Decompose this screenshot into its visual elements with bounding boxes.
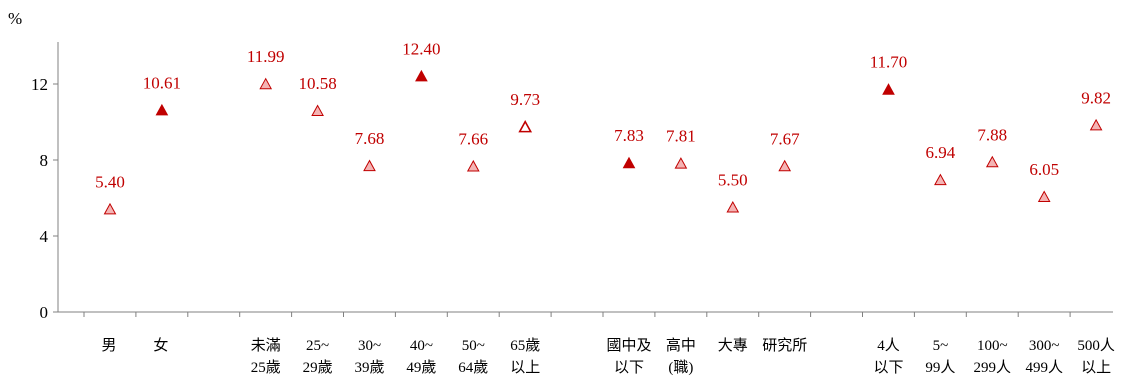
category-label-line1: 100~	[977, 338, 1008, 354]
category-label-line2: 499人	[1025, 359, 1063, 376]
data-point-marker	[726, 200, 740, 213]
data-label: 10.58	[298, 74, 336, 93]
data-point-marker	[466, 159, 480, 172]
category-label-line1: 大專	[718, 337, 748, 354]
category-label-line1: 30~	[358, 338, 381, 354]
data-point-marker	[622, 156, 636, 169]
category-label-line1: 500人	[1077, 337, 1115, 354]
data-point-marker	[1037, 190, 1051, 203]
category-label-line2: 99人	[925, 359, 955, 376]
category-label-line2: 以下	[873, 360, 903, 376]
data-label: 12.40	[402, 39, 440, 58]
data-label: 9.73	[510, 90, 540, 109]
category-label-line2: 29歲	[303, 359, 333, 376]
y-unit-label: %	[8, 9, 22, 28]
data-point-marker	[985, 155, 999, 168]
category-label-line1: 40~	[410, 338, 433, 354]
data-markers	[103, 69, 1103, 215]
data-label: 7.66	[458, 129, 488, 148]
data-point-marker	[1089, 118, 1103, 131]
data-point-marker	[882, 83, 895, 95]
category-label-line2: 39歲	[354, 359, 384, 376]
category-label-line1: 50~	[462, 338, 485, 354]
data-label: 7.83	[614, 126, 644, 145]
category-label-line1: 65歲	[510, 337, 540, 354]
category-label-line2: 以上	[1081, 359, 1111, 376]
data-label: 6.94	[926, 143, 956, 162]
category-label-line1: 4人	[877, 337, 900, 354]
data-point-marker	[311, 104, 324, 116]
category-label-line2: 25歲	[251, 359, 281, 376]
category-label-line1: 女	[153, 336, 170, 354]
data-point-marker	[363, 159, 376, 172]
category-label-line1: 國中及	[606, 337, 651, 354]
data-label: 5.50	[718, 171, 748, 190]
category-label-line1: 300~	[1029, 338, 1060, 354]
category-label-line2: 64歲	[458, 359, 488, 376]
data-labels: 5.40 10.61 11.99 10.58 7.68 12.40 7.66 9.73 7.83…	[95, 39, 1111, 191]
category-label-line2: 以下	[614, 360, 644, 376]
y-tick-label: 4	[40, 227, 49, 246]
data-label: 10.61	[143, 73, 181, 92]
data-point-marker	[934, 173, 947, 186]
data-label: 7.81	[666, 127, 696, 146]
data-label: 11.70	[870, 53, 908, 72]
data-label: 7.88	[977, 125, 1007, 144]
data-label: 5.40	[95, 172, 125, 191]
data-point-marker	[103, 202, 117, 215]
y-tick-label: 0	[40, 303, 49, 322]
category-label-line2: 299人	[974, 359, 1012, 376]
chart-axes	[53, 42, 1113, 317]
data-point-marker	[415, 69, 428, 82]
category-label-line2: 以上	[510, 359, 540, 376]
data-label: 7.68	[355, 129, 385, 148]
category-label-line1: 5~	[933, 338, 949, 354]
y-tick-label: 12	[31, 75, 48, 94]
y-tick-label: 8	[40, 151, 49, 170]
category-label-line1: 研究所	[762, 337, 807, 354]
data-label: 11.99	[247, 47, 285, 66]
data-point-marker	[778, 159, 792, 172]
category-label-line1: 未滿	[251, 337, 281, 354]
category-label-line1: 25~	[306, 338, 329, 354]
data-point-marker	[518, 119, 533, 133]
category-label-line1: 男	[101, 338, 118, 354]
y-tick-labels: 0 4 8 12	[31, 75, 49, 322]
data-point-marker	[259, 77, 273, 90]
category-label-line2: (職)	[668, 359, 693, 376]
data-point-marker	[674, 157, 688, 169]
data-point-marker	[155, 103, 169, 116]
category-label-line1: 高中	[666, 337, 696, 354]
data-label: 6.05	[1029, 160, 1059, 179]
data-label: 9.82	[1081, 88, 1111, 107]
category-label-line2: 49歲	[406, 359, 436, 376]
data-label: 7.67	[770, 129, 800, 148]
